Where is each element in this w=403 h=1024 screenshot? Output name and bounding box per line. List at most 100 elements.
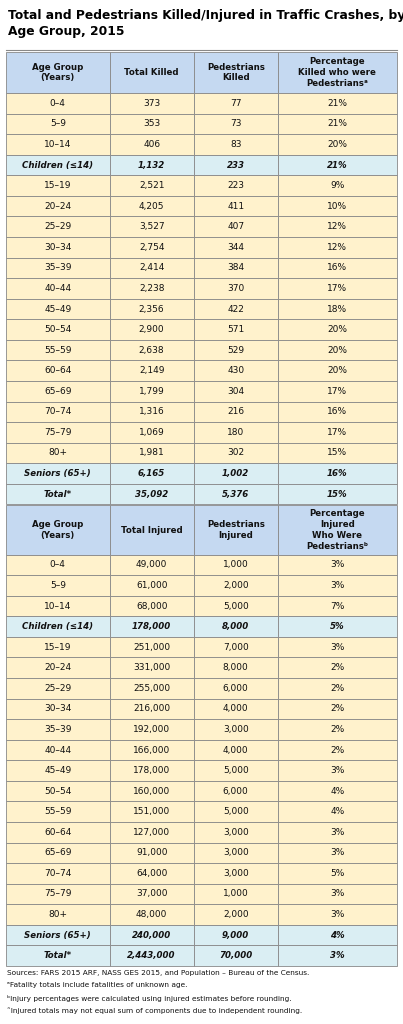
Text: 50–54: 50–54 (44, 325, 71, 334)
Text: 48,000: 48,000 (136, 910, 167, 919)
Text: 10%: 10% (327, 202, 347, 211)
Text: 3%: 3% (330, 890, 345, 898)
Bar (6, 463, 110, 483)
Bar (110, 196, 194, 216)
Bar (6, 422, 110, 442)
Bar (194, 945, 278, 966)
Bar (278, 237, 397, 258)
Text: 73: 73 (230, 120, 241, 128)
Text: 370: 370 (227, 284, 244, 293)
Text: Sources: FARS 2015 ARF, NASS GES 2015, and Population – Bureau of the Census.: Sources: FARS 2015 ARF, NASS GES 2015, a… (7, 970, 310, 976)
Text: 3%: 3% (330, 848, 345, 857)
Bar (6, 114, 110, 134)
Text: 3%: 3% (330, 910, 345, 919)
Bar (110, 299, 194, 319)
Bar (278, 719, 397, 739)
Text: 2%: 2% (330, 725, 345, 734)
Text: 384: 384 (227, 263, 244, 272)
Text: Total Killed: Total Killed (125, 68, 179, 77)
Bar (110, 463, 194, 483)
Bar (194, 637, 278, 657)
Bar (194, 258, 278, 279)
Text: Total Injured: Total Injured (121, 525, 183, 535)
Text: 3,527: 3,527 (139, 222, 164, 231)
Bar (194, 155, 278, 175)
Text: 407: 407 (227, 222, 244, 231)
Text: 5,376: 5,376 (222, 489, 249, 499)
Text: 16%: 16% (327, 408, 347, 417)
Text: 20%: 20% (327, 140, 347, 150)
Bar (110, 719, 194, 739)
Bar (194, 134, 278, 155)
Bar (110, 678, 194, 698)
Bar (278, 781, 397, 802)
Bar (194, 175, 278, 196)
Bar (278, 506, 397, 555)
Text: 4,000: 4,000 (223, 745, 249, 755)
Text: 1,000: 1,000 (223, 890, 249, 898)
Bar (278, 637, 397, 657)
Text: 20%: 20% (327, 346, 347, 354)
Text: 8,000: 8,000 (223, 664, 249, 673)
Text: 12%: 12% (327, 222, 347, 231)
Text: 5,000: 5,000 (223, 807, 249, 816)
Text: 1,132: 1,132 (138, 161, 165, 170)
Text: 529: 529 (227, 346, 244, 354)
Bar (110, 422, 194, 442)
Bar (110, 155, 194, 175)
Text: 5,000: 5,000 (223, 601, 249, 610)
Bar (6, 596, 110, 616)
Bar (6, 299, 110, 319)
Bar (6, 760, 110, 781)
Text: Percentage
Injured
Who Were
Pedestriansᵇ: Percentage Injured Who Were Pedestriansᵇ (306, 509, 368, 551)
Text: 180: 180 (227, 428, 244, 437)
Text: 304: 304 (227, 387, 244, 395)
Bar (6, 843, 110, 863)
Text: 7,000: 7,000 (223, 643, 249, 651)
Text: 192,000: 192,000 (133, 725, 170, 734)
Text: 7%: 7% (330, 601, 345, 610)
Bar (110, 381, 194, 401)
Text: 37,000: 37,000 (136, 890, 167, 898)
Text: 3%: 3% (330, 643, 345, 651)
Text: ᵃFatality totals include fatalities of unknown age.: ᵃFatality totals include fatalities of u… (7, 982, 187, 988)
Bar (110, 637, 194, 657)
Bar (278, 175, 397, 196)
Text: 571: 571 (227, 325, 244, 334)
Bar (6, 698, 110, 719)
Bar (194, 760, 278, 781)
Bar (6, 506, 110, 555)
Text: ˜Injured totals may not equal sum of components due to independent rounding.: ˜Injured totals may not equal sum of com… (7, 1008, 302, 1014)
Bar (194, 802, 278, 822)
Bar (6, 258, 110, 279)
Text: 216,000: 216,000 (133, 705, 170, 714)
Text: 80+: 80+ (48, 449, 67, 458)
Bar (110, 575, 194, 596)
Bar (194, 884, 278, 904)
Text: 15%: 15% (327, 489, 348, 499)
Bar (110, 555, 194, 575)
Bar (278, 93, 397, 114)
Text: 127,000: 127,000 (133, 827, 170, 837)
Text: 6,000: 6,000 (223, 786, 249, 796)
Bar (110, 237, 194, 258)
Text: ᵇInjury percentages were calculated using injured estimates before rounding.: ᵇInjury percentages were calculated usin… (7, 995, 292, 1001)
Bar (278, 360, 397, 381)
Bar (6, 822, 110, 843)
Bar (194, 381, 278, 401)
Text: 3%: 3% (330, 827, 345, 837)
Bar (6, 155, 110, 175)
Bar (110, 114, 194, 134)
Text: 30–34: 30–34 (44, 243, 71, 252)
Bar (278, 945, 397, 966)
Text: 302: 302 (227, 449, 244, 458)
Text: 3%: 3% (330, 766, 345, 775)
Text: 178,000: 178,000 (133, 766, 170, 775)
Text: 40–44: 40–44 (44, 284, 71, 293)
Text: 6,165: 6,165 (138, 469, 165, 478)
Text: 30–34: 30–34 (44, 705, 71, 714)
Bar (6, 216, 110, 237)
Bar (110, 401, 194, 422)
Text: 75–79: 75–79 (44, 428, 72, 437)
Text: 2,000: 2,000 (223, 910, 249, 919)
